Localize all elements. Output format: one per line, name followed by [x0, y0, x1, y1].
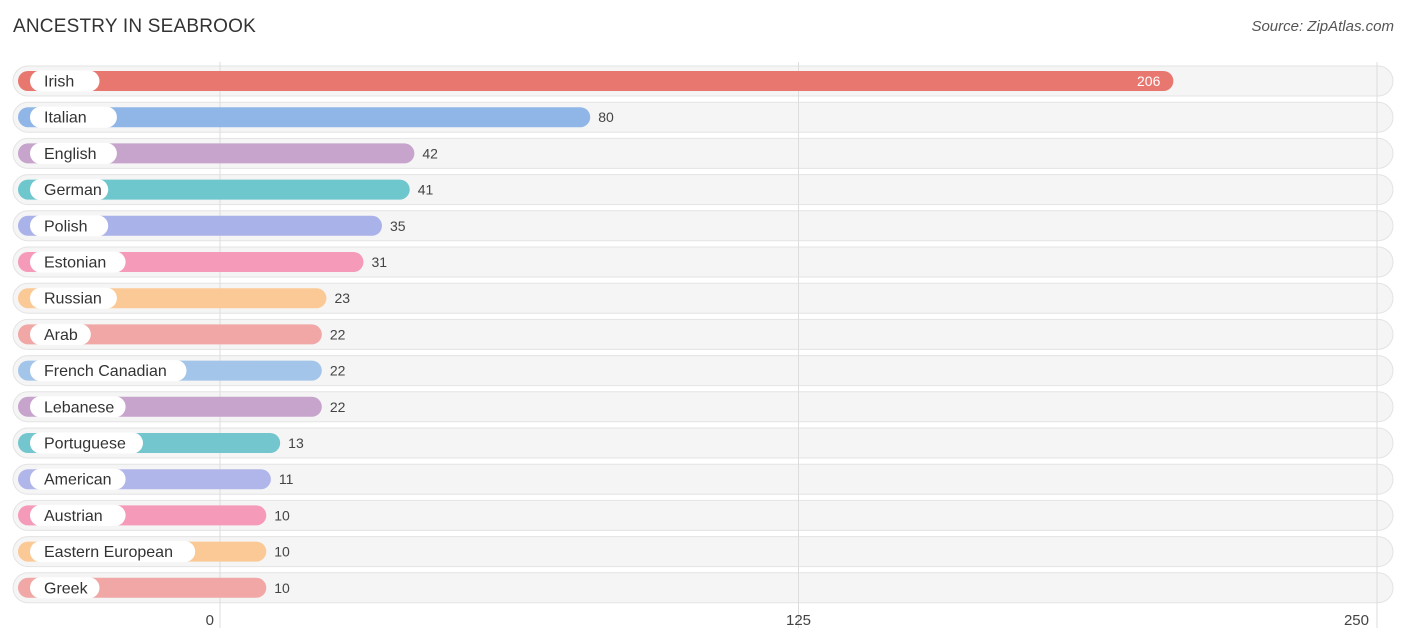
value-label-arab: 22 [330, 326, 346, 342]
label-pill-german [30, 179, 109, 201]
bar-polish [18, 215, 382, 236]
value-label-eastern-european: 10 [274, 544, 290, 560]
category-label-greek: Greek [44, 580, 89, 597]
row-background-austrian [12, 499, 1394, 531]
label-pill-russian [30, 287, 117, 309]
value-label-american: 11 [279, 471, 294, 487]
label-pill-lebanese [30, 396, 126, 418]
value-label-italian: 80 [598, 109, 614, 125]
row-background-eastern-european [12, 536, 1394, 568]
value-label-lebanese: 22 [330, 399, 346, 415]
category-label-english: English [44, 146, 96, 163]
label-pill-french-canadian [30, 360, 187, 382]
value-label-french-canadian: 22 [330, 363, 346, 379]
label-pill-american [30, 468, 126, 490]
row-background-arab [12, 318, 1394, 350]
row-background-portuguese [12, 427, 1394, 459]
value-label-estonian: 31 [371, 254, 387, 270]
label-pill-estonian [30, 251, 126, 273]
bar-italian [18, 107, 591, 128]
row-background-french-canadian [12, 355, 1394, 387]
label-pill-italian [30, 106, 117, 128]
category-label-german: German [44, 182, 102, 199]
row-background-russian [12, 282, 1394, 314]
value-label-greek: 10 [274, 580, 290, 596]
value-label-english: 42 [422, 145, 438, 161]
category-label-polish: Polish [44, 218, 88, 235]
chart-source: Source: ZipAtlas.com [1251, 18, 1394, 35]
value-label-polish: 35 [390, 218, 406, 234]
bar-english [18, 143, 415, 164]
bar-german [18, 179, 410, 200]
category-label-austrian: Austrian [44, 508, 103, 525]
label-pill-greek [30, 577, 100, 599]
x-tick-label-0: 0 [206, 612, 214, 629]
label-pill-portuguese [30, 432, 143, 454]
label-pill-eastern-european [30, 541, 196, 563]
x-tick-label-250: 250 [1344, 612, 1369, 629]
x-tick-label-125: 125 [786, 612, 811, 629]
bar-irish [18, 71, 1174, 91]
category-label-estonian: Estonian [44, 255, 106, 272]
chart-title: ANCESTRY IN SEABROOK [13, 16, 256, 37]
label-pill-english [30, 142, 117, 164]
category-label-french-canadian: French Canadian [44, 363, 167, 380]
label-pill-polish [30, 215, 109, 237]
category-label-eastern-european: Eastern European [44, 544, 173, 561]
bar-arab [18, 324, 322, 345]
category-label-russian: Russian [44, 291, 102, 308]
category-label-lebanese: Lebanese [44, 399, 114, 416]
value-label-russian: 23 [334, 290, 350, 306]
value-label-portuguese: 13 [288, 435, 304, 451]
category-label-american: American [44, 472, 112, 489]
category-label-arab: Arab [44, 327, 78, 344]
row-background-american [12, 463, 1394, 495]
value-label-irish: 206 [1137, 73, 1161, 89]
category-label-italian: Italian [44, 110, 87, 127]
value-label-austrian: 10 [274, 507, 290, 523]
value-label-german: 41 [418, 182, 434, 198]
category-label-irish: Irish [44, 74, 74, 91]
label-pill-austrian [30, 504, 126, 526]
row-background-lebanese [12, 391, 1394, 423]
label-pill-irish [30, 70, 100, 92]
label-pill-arab [30, 323, 91, 345]
category-label-portuguese: Portuguese [44, 436, 126, 453]
row-background-greek [12, 572, 1394, 604]
